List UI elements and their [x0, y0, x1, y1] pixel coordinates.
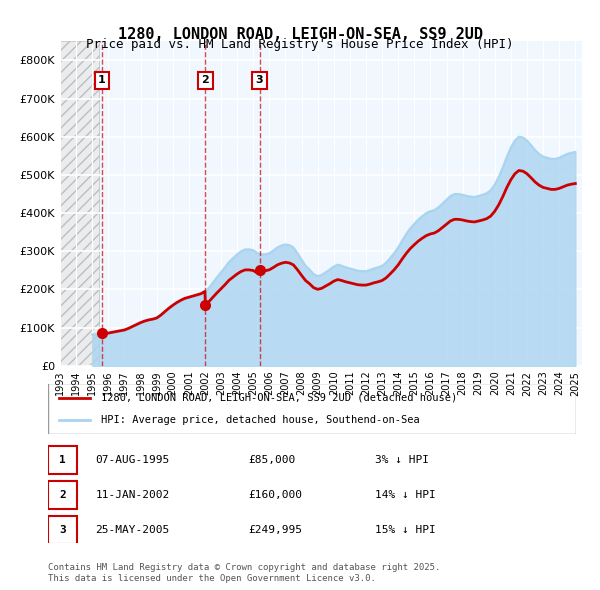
Text: 1280, LONDON ROAD, LEIGH-ON-SEA, SS9 2UD (detached house): 1280, LONDON ROAD, LEIGH-ON-SEA, SS9 2UD… — [101, 392, 457, 402]
Bar — [60, 41, 99, 366]
Text: £160,000: £160,000 — [248, 490, 302, 500]
Text: 11-JAN-2002: 11-JAN-2002 — [95, 490, 170, 500]
Text: 1280, LONDON ROAD, LEIGH-ON-SEA, SS9 2UD: 1280, LONDON ROAD, LEIGH-ON-SEA, SS9 2UD — [118, 27, 482, 41]
Text: £85,000: £85,000 — [248, 455, 296, 465]
Text: 1: 1 — [98, 76, 106, 85]
Text: 25-MAY-2005: 25-MAY-2005 — [95, 525, 170, 535]
Text: 14% ↓ HPI: 14% ↓ HPI — [376, 490, 436, 500]
Text: 15% ↓ HPI: 15% ↓ HPI — [376, 525, 436, 535]
Text: 07-AUG-1995: 07-AUG-1995 — [95, 455, 170, 465]
Text: 1: 1 — [59, 455, 65, 465]
Text: Price paid vs. HM Land Registry's House Price Index (HPI): Price paid vs. HM Land Registry's House … — [86, 38, 514, 51]
Text: 3: 3 — [59, 525, 65, 535]
Text: 2: 2 — [202, 76, 209, 85]
Bar — [48, 481, 77, 509]
Text: 3% ↓ HPI: 3% ↓ HPI — [376, 455, 430, 465]
Bar — [48, 446, 77, 474]
Bar — [48, 516, 77, 544]
Text: £249,995: £249,995 — [248, 525, 302, 535]
Text: HPI: Average price, detached house, Southend-on-Sea: HPI: Average price, detached house, Sout… — [101, 415, 419, 425]
Text: 3: 3 — [256, 76, 263, 85]
Text: Contains HM Land Registry data © Crown copyright and database right 2025.
This d: Contains HM Land Registry data © Crown c… — [48, 563, 440, 583]
Text: 2: 2 — [59, 490, 65, 500]
